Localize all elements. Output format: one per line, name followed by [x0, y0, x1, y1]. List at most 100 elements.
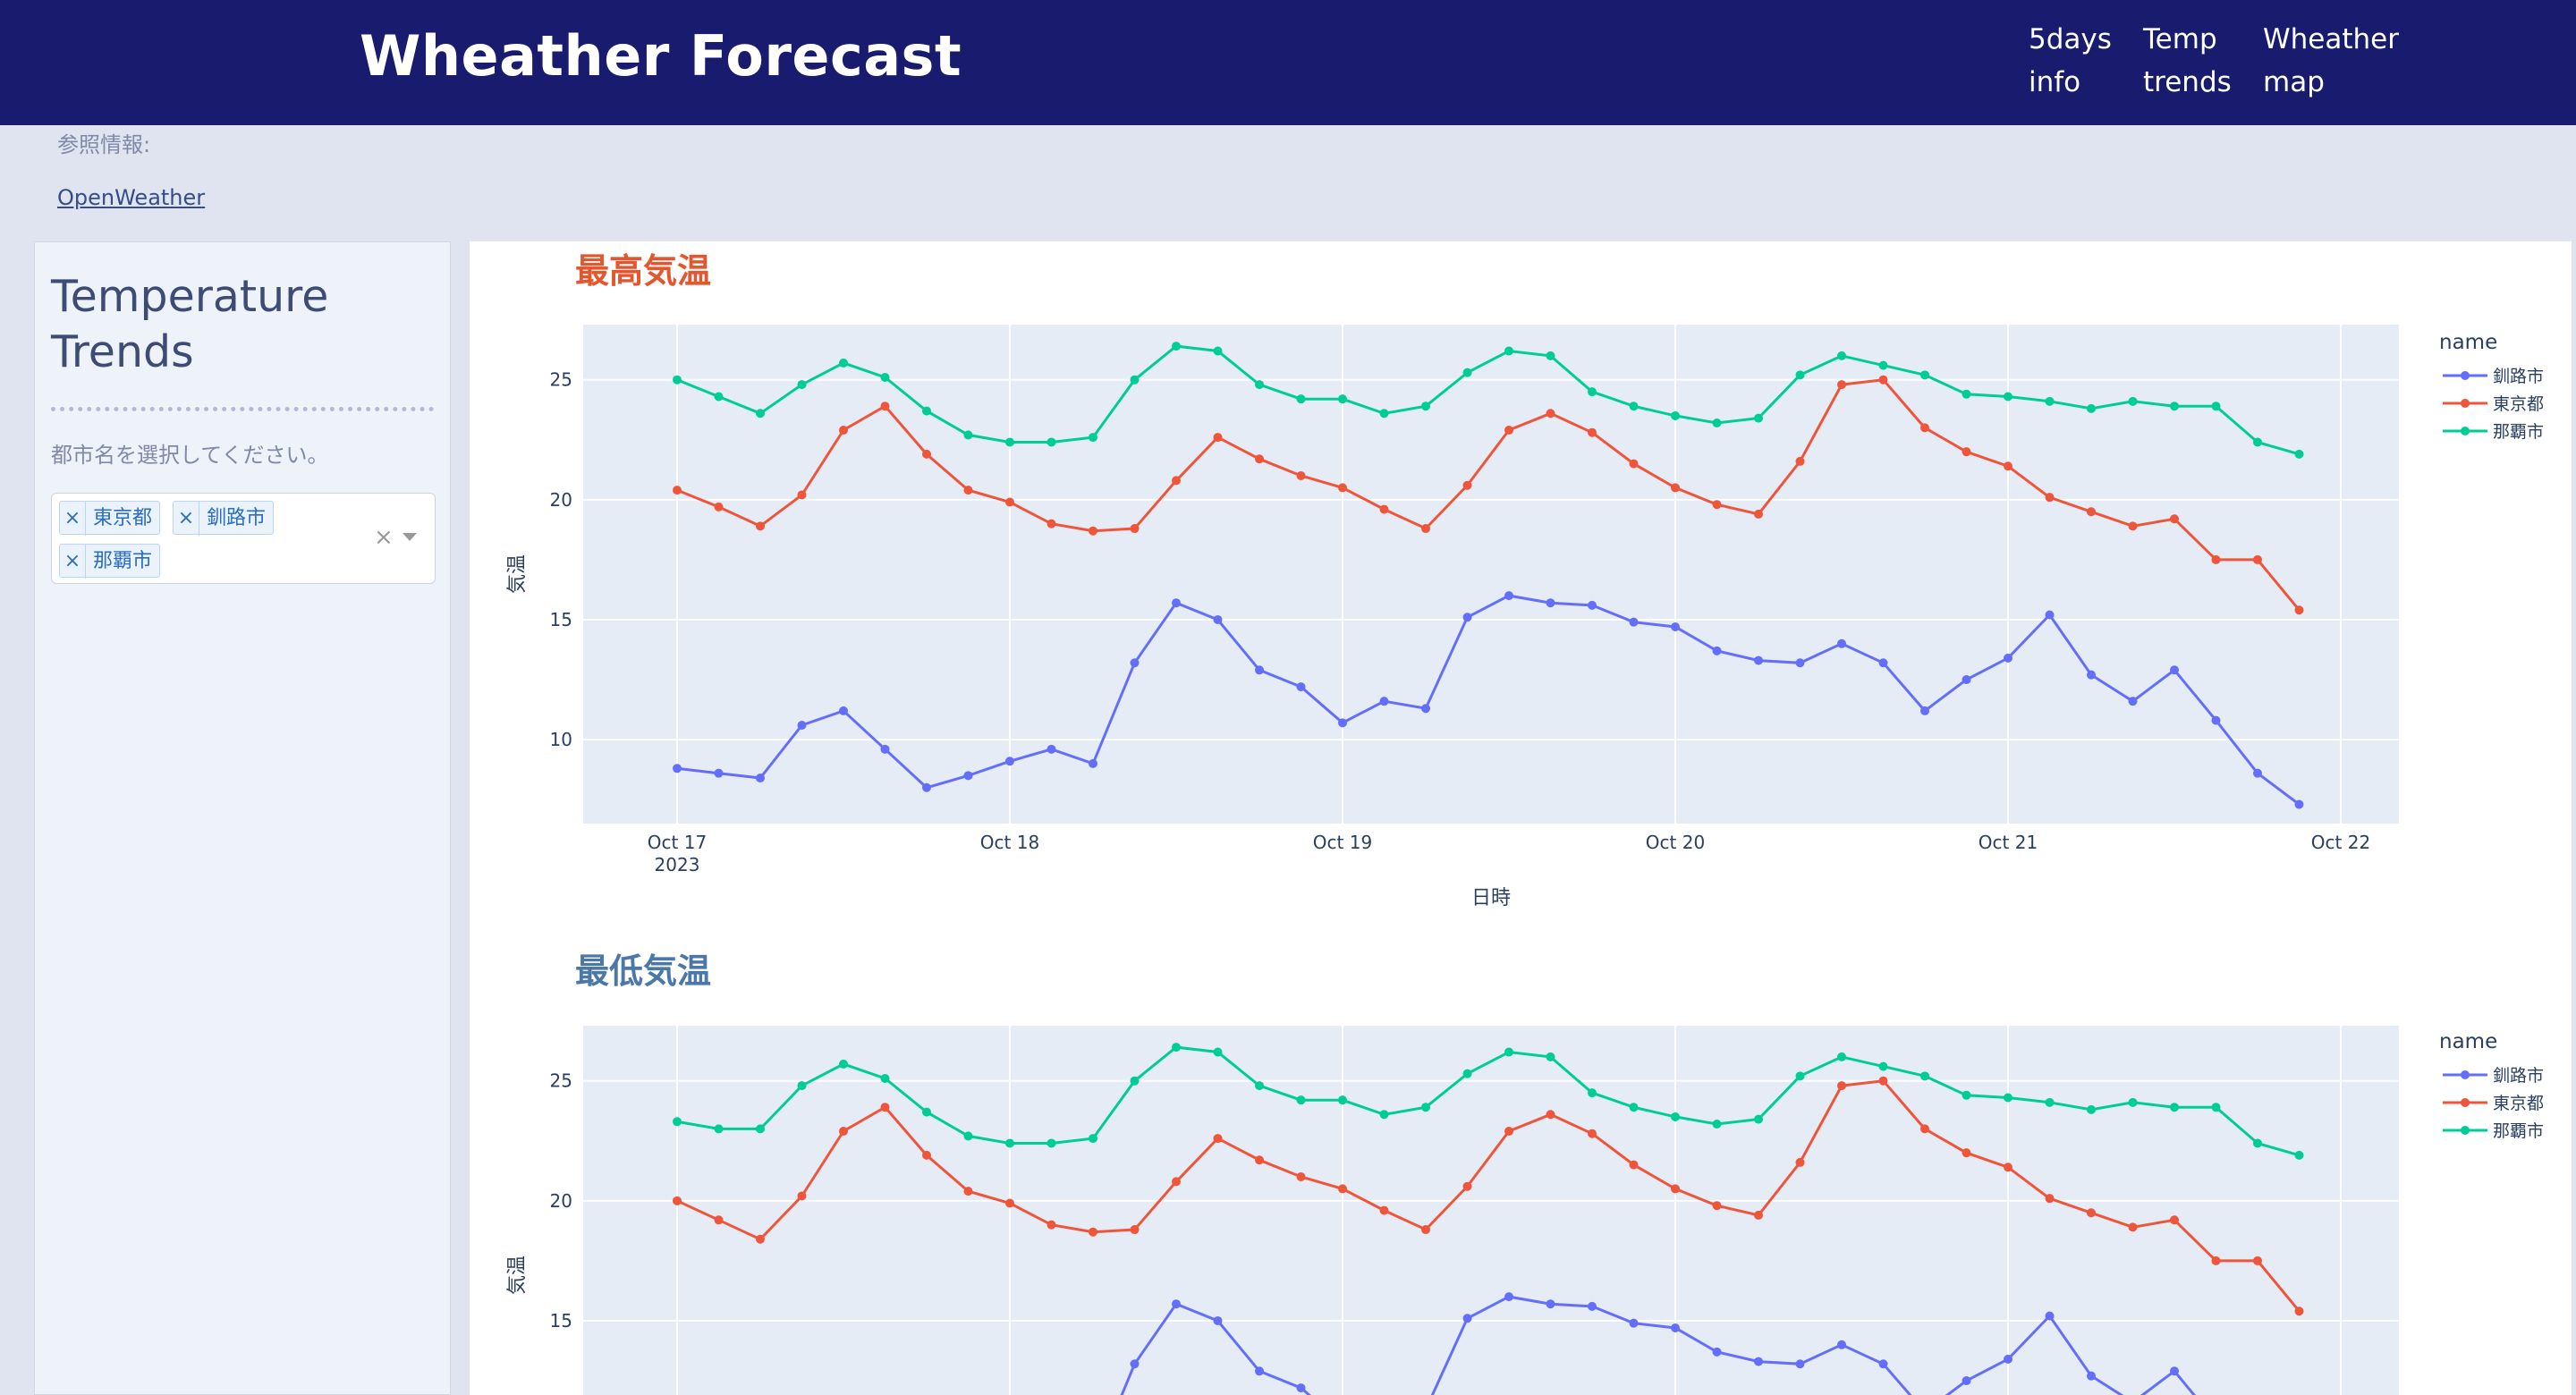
data-point	[797, 380, 807, 390]
sidebar-divider	[51, 407, 434, 411]
data-point	[1754, 655, 1763, 665]
data-point	[1421, 402, 1430, 411]
data-point	[1046, 519, 1056, 528]
data-point	[1504, 1292, 1513, 1302]
data-point	[756, 409, 765, 418]
city-chip-label: 東京都	[93, 507, 153, 529]
data-point	[1130, 1225, 1140, 1235]
y-tick-label: 20	[550, 1190, 572, 1212]
data-point	[2170, 665, 2179, 675]
data-point	[1962, 1376, 1971, 1386]
data-point	[2211, 1256, 2221, 1265]
data-point	[1504, 1047, 1513, 1057]
data-point	[1421, 524, 1430, 534]
data-point	[963, 1131, 973, 1141]
data-point	[1338, 1095, 1347, 1105]
data-point	[1172, 1177, 1181, 1187]
data-point	[1172, 476, 1181, 486]
data-point	[2211, 715, 2221, 725]
data-point	[714, 1215, 724, 1225]
data-point	[2045, 1194, 2055, 1204]
data-point	[1712, 1201, 1722, 1211]
data-point	[2211, 1103, 2221, 1112]
data-point	[1588, 1088, 1597, 1098]
data-point	[1504, 346, 1513, 356]
sidebar-title: Temperature Trends	[51, 271, 329, 377]
data-point	[1338, 1184, 1347, 1194]
data-point	[1837, 351, 1846, 360]
data-point	[797, 1081, 807, 1091]
brand-title[interactable]: Wheather Forecast	[360, 23, 962, 89]
remove-chip-icon[interactable]: ×	[60, 502, 86, 536]
data-point	[1172, 342, 1181, 351]
legend-item-label: 釧路市	[2493, 367, 2544, 386]
nav-temp-trends[interactable]: Temp trends	[2143, 23, 2232, 98]
clear-selection-icon[interactable]: ×	[374, 524, 394, 551]
data-point	[1172, 1299, 1181, 1309]
data-point	[1421, 704, 1430, 714]
data-point	[1837, 1081, 1846, 1091]
data-point	[839, 426, 848, 435]
reference-label: 参照情報:	[57, 132, 151, 157]
data-point	[797, 490, 807, 500]
data-point	[1213, 614, 1223, 624]
nav-weather-map[interactable]: Wheather map	[2263, 23, 2399, 98]
data-point	[1379, 697, 1389, 706]
chevron-down-icon[interactable]	[402, 533, 417, 541]
city-chip-label: 那覇市	[93, 550, 153, 572]
data-point	[880, 402, 890, 411]
data-point	[1546, 1299, 1555, 1309]
data-point	[2004, 653, 2012, 663]
data-point	[1671, 1323, 1680, 1333]
city-multiselect-dropdown[interactable]: × 東京都 × 釧路市 × 那覇市 ×	[51, 493, 436, 584]
data-point	[880, 1074, 890, 1084]
data-point	[1338, 718, 1347, 728]
data-point	[2087, 670, 2096, 680]
data-point	[1629, 1318, 1639, 1328]
data-point	[714, 768, 724, 778]
data-point	[1172, 598, 1181, 608]
min-temp-chart-title: 最低気温	[575, 951, 712, 991]
data-point	[1837, 1340, 1846, 1349]
data-point	[2253, 768, 2262, 778]
data-point	[1712, 500, 1722, 510]
data-point	[922, 406, 931, 416]
data-point	[1421, 1225, 1430, 1235]
data-point	[922, 1107, 931, 1117]
y-tick-label: 25	[550, 1070, 572, 1092]
data-point	[963, 1187, 973, 1196]
openweather-link[interactable]: OpenWeather	[57, 185, 206, 210]
data-point	[2128, 521, 2138, 531]
data-point	[756, 521, 765, 531]
data-point	[1754, 1114, 1763, 1124]
data-point	[1379, 409, 1389, 418]
data-point	[1795, 370, 1805, 380]
data-point	[880, 1103, 890, 1112]
data-point	[2294, 1150, 2304, 1160]
data-point	[2211, 402, 2221, 411]
data-point	[2294, 449, 2304, 459]
x-axis-label: 日時	[1471, 887, 1511, 909]
data-point	[2128, 1097, 2138, 1107]
data-point	[714, 1124, 724, 1134]
data-point	[1046, 437, 1056, 447]
data-point	[797, 721, 807, 731]
data-point	[1546, 409, 1555, 418]
x-tick-label: Oct 20	[1646, 832, 1705, 853]
data-point	[2045, 396, 2055, 406]
data-point	[673, 486, 682, 495]
data-point	[1462, 1181, 1472, 1191]
data-point	[1046, 744, 1056, 754]
data-point	[2170, 1215, 2179, 1225]
nav-5days-info[interactable]: 5days info	[2029, 23, 2112, 98]
remove-chip-icon[interactable]: ×	[174, 502, 199, 536]
series-line-1	[676, 378, 2301, 612]
data-point	[1213, 433, 1223, 443]
data-point	[1629, 459, 1639, 469]
remove-chip-icon[interactable]: ×	[60, 545, 86, 579]
data-point	[1462, 368, 1472, 377]
legend-swatch-marker	[2461, 399, 2470, 408]
main-chart-area: 最高気温 最低気温 10 15 20 25 Oct 17 2023 Oct 18 Oct 19…	[470, 241, 2572, 1395]
